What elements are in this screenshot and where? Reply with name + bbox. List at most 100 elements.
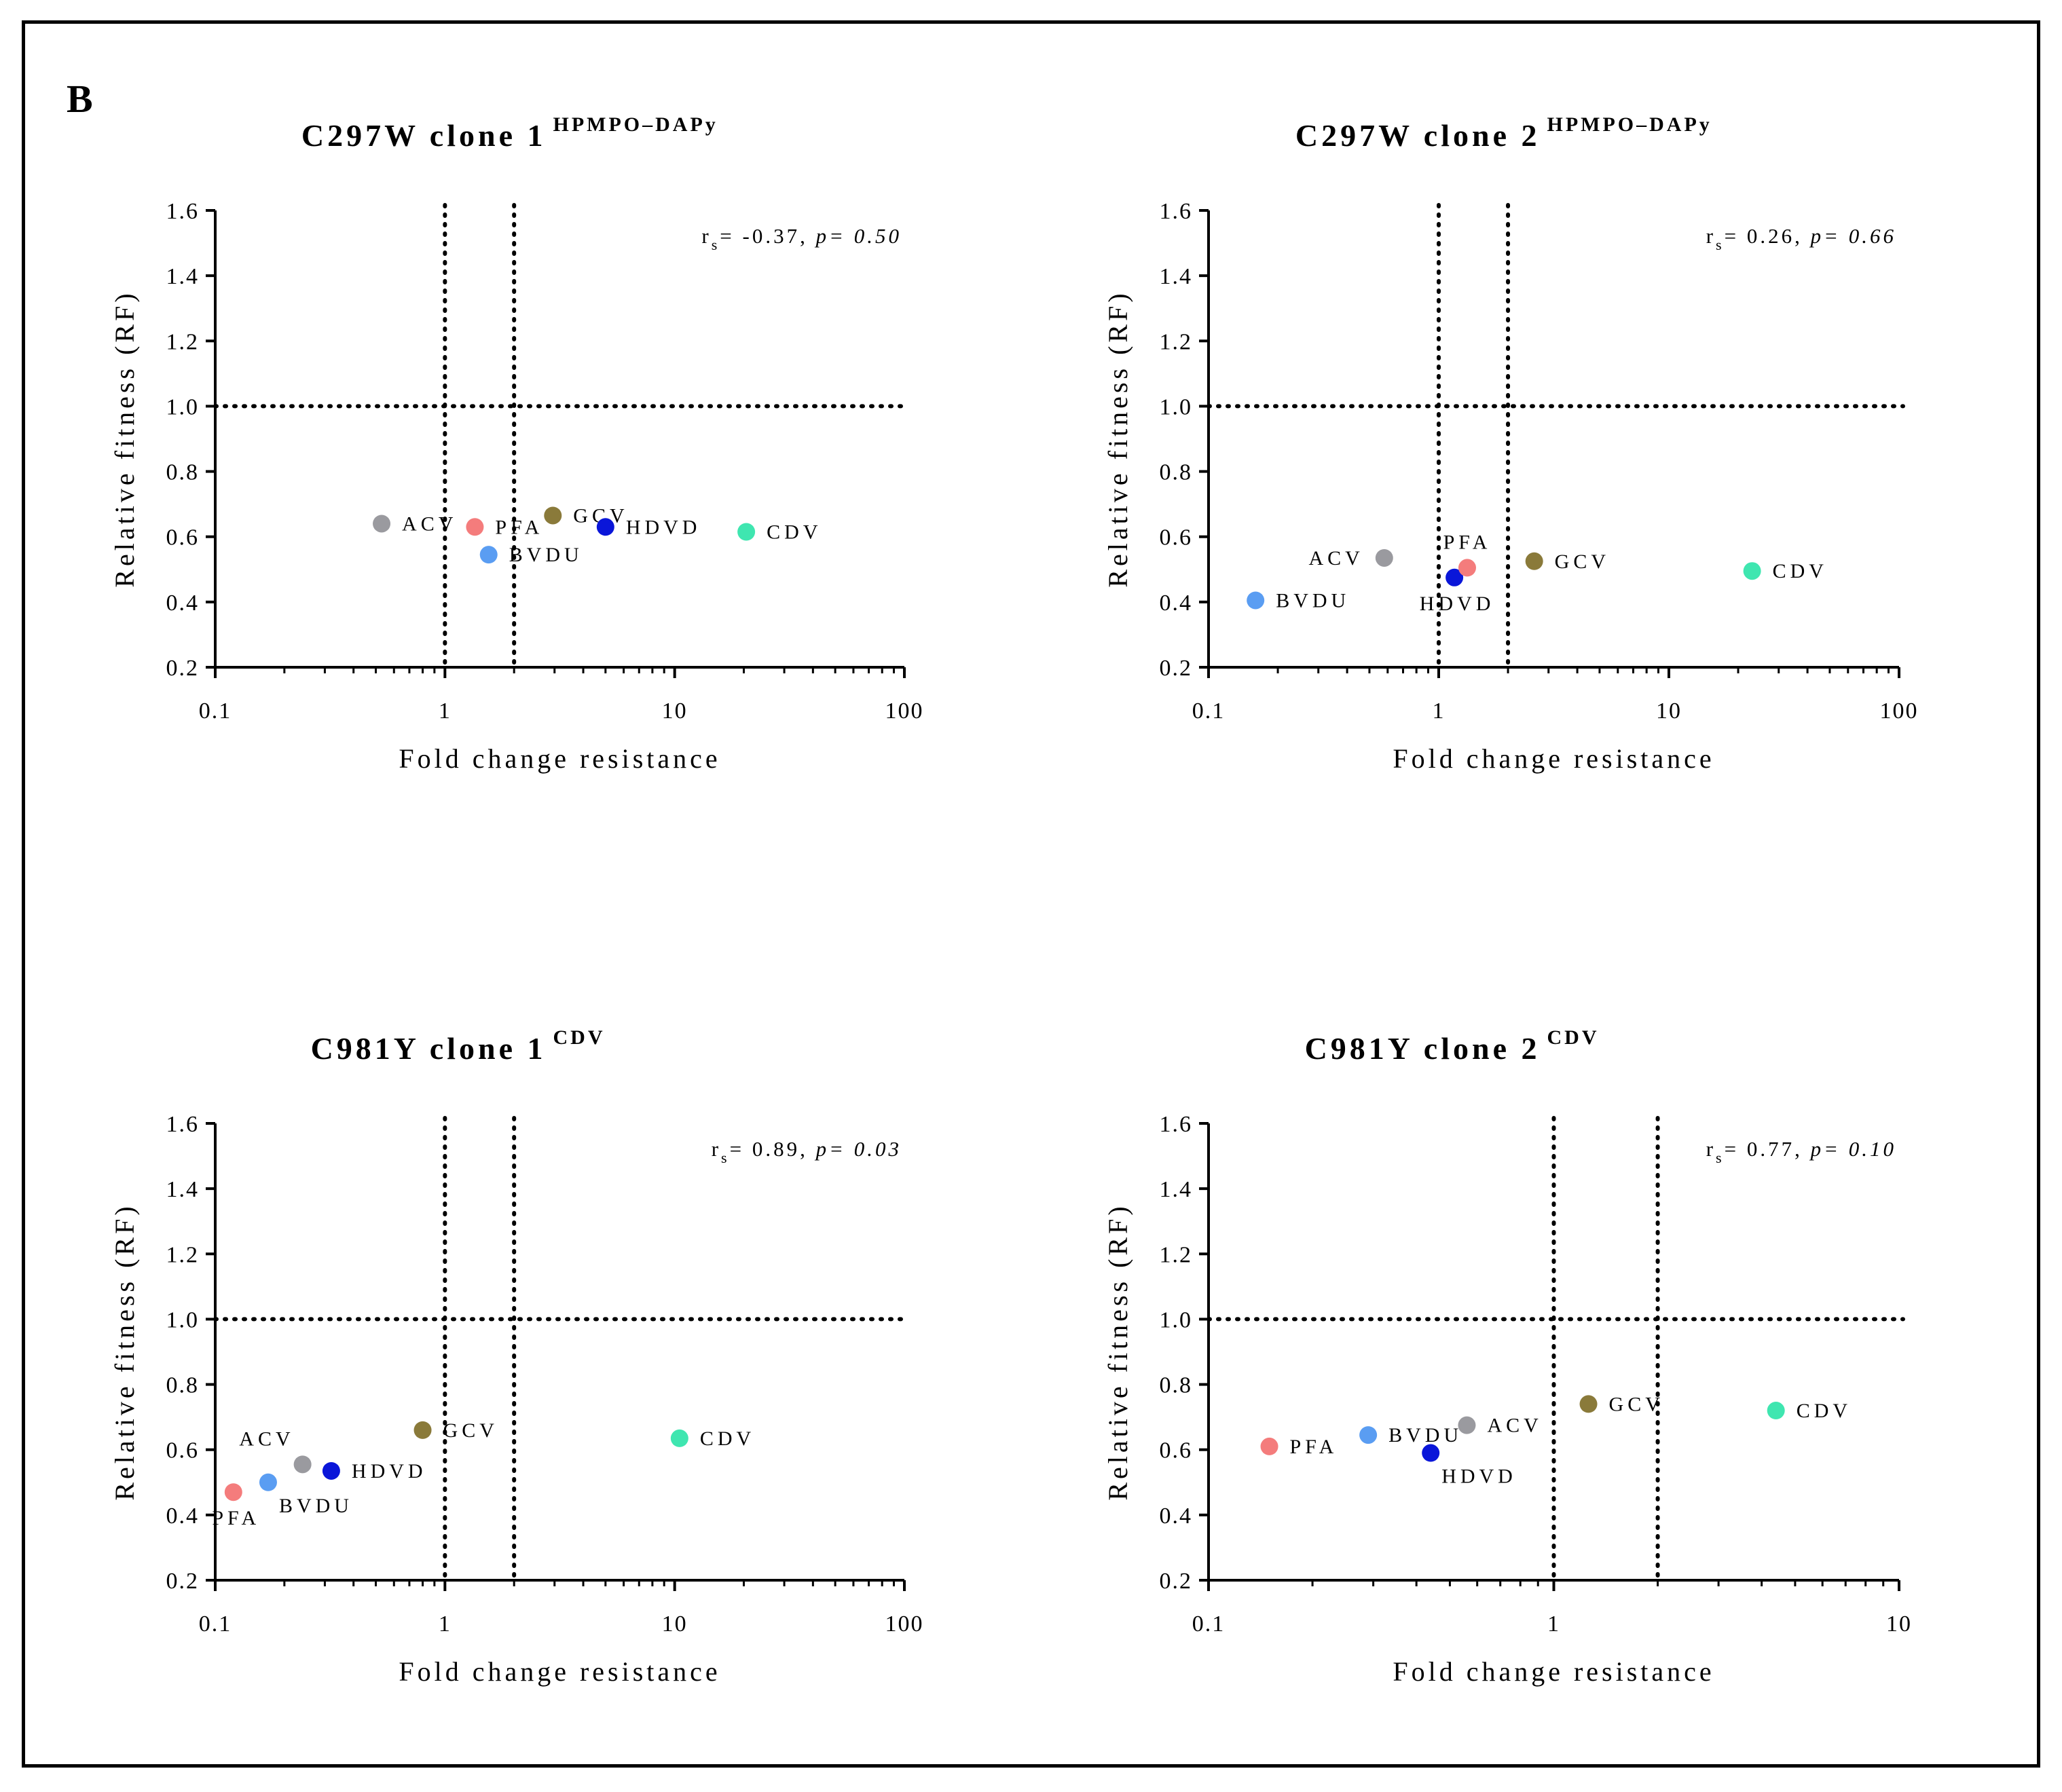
y-tick-label: 0.2: [166, 1569, 200, 1594]
y-tick-label: 0.6: [166, 1438, 200, 1463]
x-tick-label: 0.1: [199, 698, 232, 724]
data-point-bvdu[interactable]: [259, 1473, 277, 1491]
x-tick-label: 1: [1433, 698, 1446, 724]
x-tick-label: 10: [662, 1611, 688, 1637]
y-tick-label: 1.6: [1160, 1112, 1193, 1137]
data-point-gcv[interactable]: [1525, 552, 1543, 570]
y-tick-label: 1.4: [1160, 264, 1193, 289]
data-label-bvdu: BVDU: [279, 1495, 353, 1517]
y-tick-label: 1.0: [1160, 1307, 1193, 1332]
y-tick-label: 1.2: [1160, 1242, 1193, 1267]
x-tick-label: 100: [885, 698, 924, 724]
x-tick-label: 100: [885, 1611, 924, 1637]
data-point-acv[interactable]: [1375, 548, 1393, 567]
y-tick-label: 1.2: [1160, 329, 1193, 354]
chart-title: C297W clone 2: [1295, 118, 1541, 153]
data-point-gcv[interactable]: [544, 506, 562, 525]
data-point-hdvd[interactable]: [1446, 568, 1464, 586]
chart-panel-4: C981Y clone 2 CDV 0.2 0.4 0.6 0.8 1.0 1.2 1.4 1.6…: [1103, 1026, 1912, 1687]
x-tick-label: 100: [1880, 698, 1919, 724]
data-label-bvdu: BVDU: [1388, 1424, 1462, 1446]
y-tick-label: 0.4: [1160, 591, 1193, 616]
data-label-gcv: GCV: [443, 1419, 498, 1442]
y-tick-label: 1.2: [166, 329, 200, 354]
stat-annotation: rs= 0.26, p= 0.66: [1706, 224, 1896, 253]
y-tick-label: 0.8: [166, 1373, 200, 1398]
chart-title-superscript: HPMPO–DAPy: [1547, 113, 1712, 136]
data-label-acv: ACV: [402, 512, 457, 535]
y-tick-label: 1.6: [1160, 199, 1193, 224]
data-point-bvdu[interactable]: [479, 546, 498, 564]
data-label-pfa: PFA: [1443, 531, 1492, 553]
data-label-cdv: CDV: [700, 1427, 755, 1450]
x-tick-label: 0.1: [1192, 698, 1226, 724]
stat-annotation: rs= 0.89, p= 0.03: [712, 1137, 902, 1166]
y-tick-label: 1.6: [166, 1112, 200, 1137]
stat-annotation: rs= 0.77, p= 0.10: [1706, 1137, 1896, 1166]
data-point-hdvd[interactable]: [596, 518, 614, 536]
data-label-bvdu: BVDU: [509, 544, 583, 566]
data-label-pfa: PFA: [495, 516, 543, 538]
y-tick-label: 0.6: [1160, 1438, 1193, 1463]
chart-title-superscript: CDV: [1547, 1026, 1600, 1049]
y-tick-label: 0.4: [1160, 1504, 1193, 1529]
y-tick-label: 0.4: [166, 591, 200, 616]
panel-letter: B: [67, 77, 93, 121]
y-tick-label: 0.2: [1160, 656, 1193, 681]
data-label-hdvd: HDVD: [352, 1460, 427, 1482]
data-label-cdv: CDV: [1773, 560, 1828, 582]
data-point-cdv[interactable]: [1743, 562, 1761, 580]
y-axis-label: Relative fitness (RF): [109, 1203, 140, 1500]
y-axis-label: Relative fitness (RF): [1103, 290, 1133, 587]
chart-title-superscript: HPMPO–DAPy: [553, 113, 718, 136]
y-tick-label: 0.6: [166, 525, 200, 550]
x-axis-label: Fold change resistance: [1393, 1656, 1714, 1687]
data-point-hdvd[interactable]: [1422, 1444, 1440, 1462]
chart-title: C981Y clone 1: [311, 1031, 547, 1066]
data-point-bvdu[interactable]: [1247, 591, 1265, 610]
x-axis-label: Fold change resistance: [1393, 743, 1714, 774]
data-label-hdvd: HDVD: [626, 516, 701, 538]
data-point-pfa[interactable]: [224, 1483, 242, 1501]
data-label-acv: ACV: [1308, 547, 1363, 570]
data-label-acv: ACV: [239, 1427, 294, 1450]
y-tick-label: 1.4: [166, 1177, 200, 1202]
x-tick-label: 1: [439, 1611, 452, 1637]
data-point-gcv[interactable]: [1579, 1395, 1598, 1413]
data-point-bvdu[interactable]: [1359, 1426, 1378, 1444]
y-tick-label: 0.8: [1160, 1373, 1193, 1398]
data-label-hdvd: HDVD: [1441, 1466, 1517, 1488]
data-point-acv[interactable]: [373, 515, 391, 533]
data-point-cdv[interactable]: [1767, 1402, 1785, 1420]
data-label-cdv: CDV: [1797, 1400, 1852, 1422]
data-point-pfa[interactable]: [1260, 1437, 1278, 1455]
y-tick-label: 0.2: [1160, 1569, 1193, 1594]
data-point-gcv[interactable]: [413, 1421, 432, 1439]
chart-title: C297W clone 1: [301, 118, 547, 153]
chart-title: C981Y clone 2: [1305, 1031, 1541, 1066]
data-point-cdv[interactable]: [737, 523, 756, 541]
chart-title-superscript: CDV: [553, 1026, 606, 1049]
data-point-hdvd[interactable]: [322, 1461, 340, 1480]
y-axis-label: Relative fitness (RF): [109, 290, 140, 587]
y-tick-label: 1.6: [166, 199, 200, 224]
data-point-pfa[interactable]: [466, 518, 484, 536]
stat-annotation: rs= -0.37, p= 0.50: [701, 224, 902, 253]
data-label-cdv: CDV: [767, 521, 822, 544]
data-point-acv[interactable]: [293, 1455, 312, 1474]
x-axis-label: Fold change resistance: [399, 1656, 720, 1687]
y-tick-label: 0.8: [1160, 460, 1193, 485]
y-tick-label: 0.6: [1160, 525, 1193, 550]
y-tick-label: 1.4: [1160, 1177, 1193, 1202]
data-point-cdv[interactable]: [670, 1429, 688, 1447]
x-tick-label: 1: [439, 698, 452, 724]
data-point-acv[interactable]: [1458, 1416, 1476, 1434]
y-tick-label: 0.2: [166, 656, 200, 681]
data-label-pfa: PFA: [212, 1507, 260, 1529]
y-tick-label: 0.4: [166, 1504, 200, 1529]
y-tick-label: 1.0: [1160, 394, 1193, 419]
x-tick-label: 10: [1886, 1611, 1912, 1637]
data-point-pfa[interactable]: [1458, 559, 1476, 577]
